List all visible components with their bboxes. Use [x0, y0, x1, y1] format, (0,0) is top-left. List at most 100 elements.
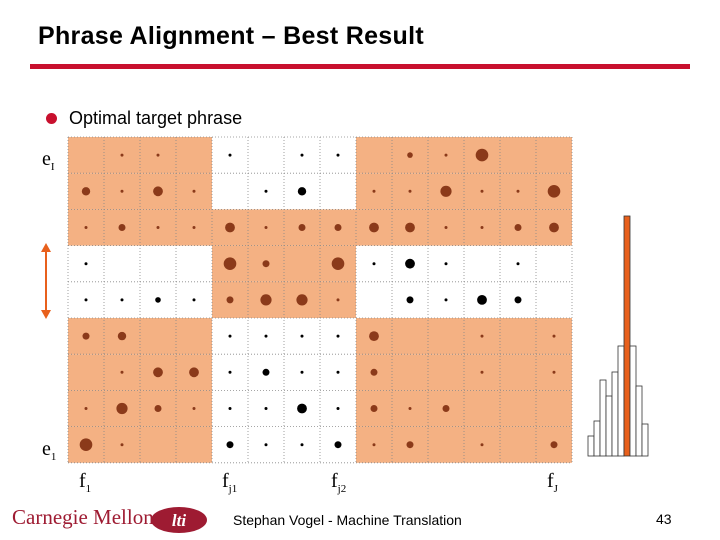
- histogram-bar-highlight: [623, 215, 631, 457]
- alignment-dot: [547, 185, 561, 198]
- alignment-dot: [84, 262, 88, 266]
- alignment-dots: [79, 148, 561, 452]
- alignment-dot: [480, 334, 484, 338]
- alignment-dot: [372, 189, 376, 193]
- alignment-dot: [334, 441, 342, 449]
- alignment-dot: [444, 298, 448, 302]
- highlight-cell: [500, 354, 536, 391]
- alignment-dot: [405, 222, 415, 233]
- highlight-cell: [500, 318, 536, 355]
- label-e-bottom: e1: [42, 438, 57, 463]
- highlight-cell: [176, 137, 212, 174]
- alignment-dot: [334, 224, 342, 231]
- highlight-cell: [68, 137, 104, 174]
- alignment-dot: [120, 153, 124, 157]
- alignment-dot: [300, 443, 304, 447]
- alignment-dot: [120, 298, 124, 302]
- alignment-dot: [84, 407, 88, 410]
- highlight-cell: [140, 318, 176, 355]
- highlight-cell: [176, 426, 212, 463]
- alignment-dot: [223, 257, 237, 271]
- lti-logo-text: lti: [172, 511, 186, 530]
- highlight-cell: [464, 390, 500, 427]
- alignment-dot: [192, 226, 196, 229]
- highlight-cell: [284, 245, 320, 282]
- alignment-dot: [405, 258, 415, 269]
- histogram-bar: [641, 423, 649, 457]
- alignment-dot: [407, 152, 413, 158]
- alignment-dot: [408, 189, 412, 193]
- alignment-dot: [228, 370, 232, 374]
- alignment-dot: [189, 367, 199, 378]
- alignment-dot: [372, 443, 376, 447]
- slide-title: Phrase Alignment – Best Result: [38, 22, 424, 50]
- alignment-dot: [406, 296, 414, 304]
- label-f-1: f1: [79, 470, 92, 495]
- alignment-dot: [336, 298, 340, 302]
- alignment-dot: [228, 407, 232, 410]
- carnegie-mellon-logo: Carnegie Mellon: [12, 505, 154, 529]
- alignment-dot: [298, 224, 306, 231]
- alignment-dot: [228, 334, 232, 338]
- histogram-bar: [599, 379, 607, 457]
- alignment-dot: [120, 443, 124, 447]
- alignment-dot: [192, 298, 196, 302]
- histogram-bar: [611, 371, 619, 457]
- alignment-dot: [336, 370, 340, 374]
- alignment-dot: [153, 367, 163, 378]
- histogram-bar: [635, 385, 643, 457]
- alignment-dot: [156, 153, 160, 157]
- alignment-dot: [516, 262, 520, 266]
- alignment-dot: [480, 370, 484, 374]
- alignment-dot: [336, 407, 340, 410]
- highlight-cell: [500, 426, 536, 463]
- highlight-cell: [392, 354, 428, 391]
- alignment-dot: [300, 334, 304, 338]
- alignment-dot: [406, 441, 414, 449]
- histogram-bar: [593, 420, 601, 457]
- label-e-top: eI: [42, 148, 55, 173]
- alignment-dot: [297, 187, 307, 196]
- alignment-dot: [192, 189, 196, 193]
- alignment-dot: [477, 295, 487, 305]
- highlight-cell: [356, 137, 392, 174]
- highlight-cell: [536, 390, 572, 427]
- alignment-dot: [118, 224, 126, 231]
- alignment-dot: [82, 332, 90, 340]
- alignment-dot: [440, 185, 452, 197]
- alignment-dot: [81, 187, 91, 196]
- alignment-dot: [116, 402, 128, 415]
- alignment-dot: [331, 257, 345, 271]
- highlight-cell: [428, 354, 464, 391]
- alignment-dot: [156, 226, 160, 229]
- alignment-dot: [370, 368, 378, 376]
- alignment-dot: [297, 403, 307, 414]
- alignment-dot: [408, 407, 412, 410]
- page-number: 43: [656, 511, 672, 527]
- alignment-dot: [550, 441, 558, 449]
- alignment-dot: [552, 334, 556, 338]
- highlight-cell: [428, 318, 464, 355]
- alignment-dot: [514, 224, 522, 231]
- histogram-bar: [617, 345, 625, 457]
- alignment-dot: [372, 262, 376, 266]
- highlight-cell: [68, 354, 104, 391]
- score-histogram: [587, 215, 649, 457]
- histogram-bar: [629, 345, 637, 457]
- alignment-dot: [226, 296, 234, 304]
- alignment-dot: [264, 407, 268, 410]
- highlight-cell: [140, 426, 176, 463]
- alignment-dot: [444, 262, 448, 266]
- alignment-dot: [79, 438, 93, 452]
- highlight-cell: [500, 390, 536, 427]
- highlight-cell: [500, 137, 536, 174]
- matrix-gridlines: [67, 136, 573, 464]
- alignment-dot: [192, 407, 196, 410]
- footer-text: Stephan Vogel - Machine Translation: [233, 512, 462, 528]
- bullet-icon: [46, 113, 57, 124]
- highlight-cell: [392, 318, 428, 355]
- alignment-dot: [260, 294, 272, 306]
- label-f-j1: fj1: [222, 470, 238, 495]
- alignment-dot: [264, 189, 268, 193]
